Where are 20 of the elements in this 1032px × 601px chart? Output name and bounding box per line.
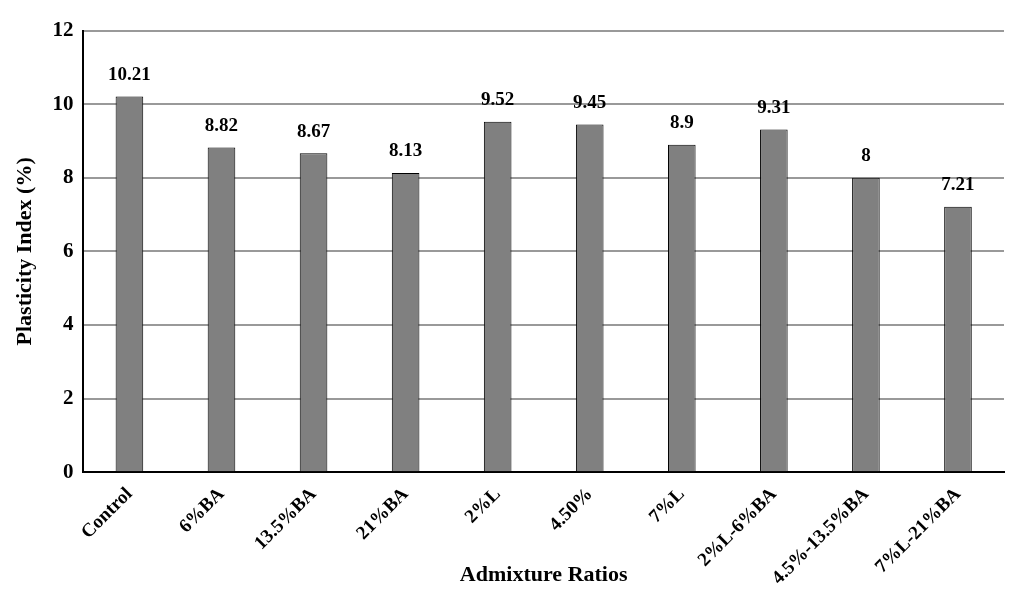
data-label: 7.21 (941, 173, 975, 195)
x-tick-label: 7%L (644, 482, 689, 527)
y-tick-label: 2 (62, 384, 74, 409)
data-label: 9.45 (573, 90, 607, 112)
y-tick-label: 8 (62, 164, 74, 189)
y-tick-label: 10 (52, 90, 74, 115)
y-tick-label: 12 (52, 17, 74, 42)
data-label: 8 (861, 144, 871, 166)
data-label: 8.67 (296, 119, 331, 141)
y-tick-label: 6 (62, 237, 74, 262)
y-tick-label: 0 (62, 458, 74, 483)
data-label: 9.31 (757, 95, 791, 117)
data-label: 8.13 (388, 139, 423, 161)
data-label: 8.9 (669, 111, 694, 133)
y-axis-title: Plasticity Index (%) (10, 157, 36, 346)
data-label: 9.52 (481, 88, 515, 110)
data-label: 8.82 (204, 114, 239, 136)
data-label: 10.21 (108, 62, 151, 84)
x-axis-title: Admixture Ratios (459, 561, 628, 587)
y-tick-label: 4 (62, 311, 74, 336)
